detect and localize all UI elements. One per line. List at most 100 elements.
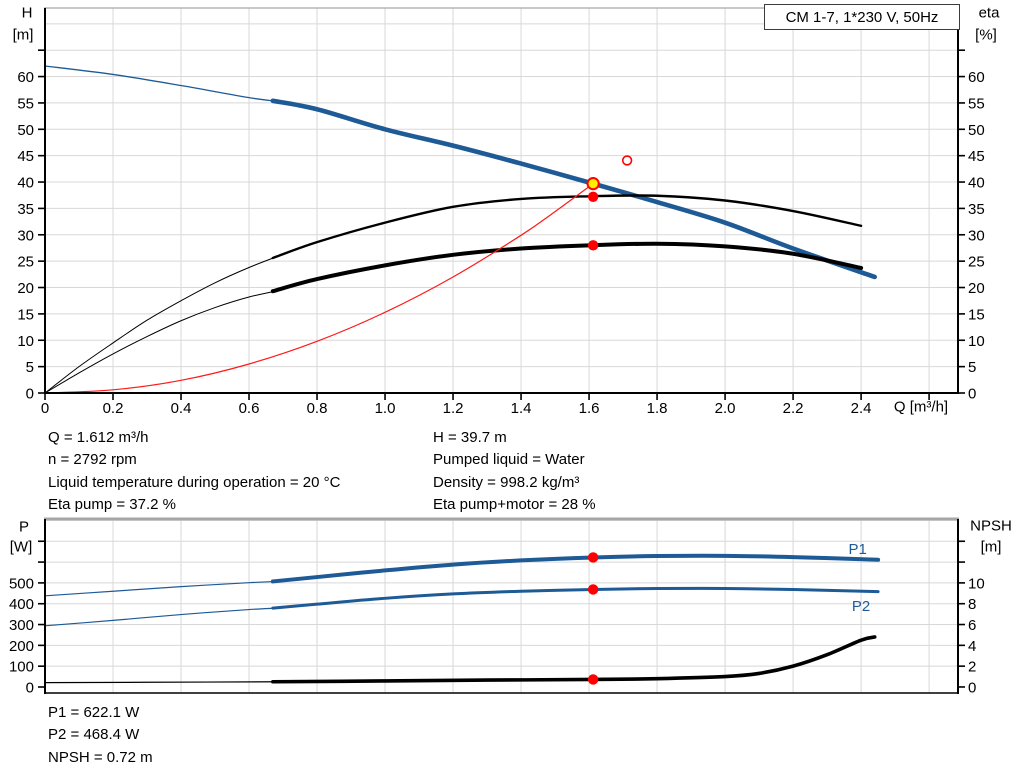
tick-label: 0 [968,679,976,696]
p2-curve [271,586,880,610]
tick-label: 4 [968,638,976,655]
eta-pump-point [587,191,599,203]
p2-curve-label: P2 [852,598,870,615]
pump-curve-thin [44,65,284,103]
eta-axis-label: eta [978,4,1000,22]
annotation-npsh: NPSH = 0.72 m [48,748,153,766]
tick-label: 5 [26,359,34,376]
tick-label: 10 [968,575,985,592]
tick-label: 1.0 [375,400,396,417]
pump-curve [270,98,877,280]
eta-axis-unit: [%] [975,26,997,44]
p1-curve-label: P1 [849,541,867,558]
npsh-axis-unit: [m] [980,538,1002,556]
p1-curve [270,553,881,584]
tick-label: 60 [17,69,34,86]
tick-label: 25 [17,254,34,271]
tick-label: 30 [968,227,985,244]
tick-label: 300 [9,617,34,634]
power-annotations: P1 = 622.1 W P2 = 468.4 W NPSH = 0.72 m [48,702,153,769]
tick-label: 30 [17,227,34,244]
eta-pump-thin [44,253,284,394]
tick-label: 0 [968,386,976,403]
annotation-h: H = 39.7 m [433,429,507,446]
tick-label: 400 [9,596,34,613]
annotation-temp: Liquid temperature during operation = 20… [48,473,341,491]
q-axis-label: Q [m³/h] [893,398,949,416]
npsh-curve-thin [44,681,284,684]
tick-label: 0.6 [239,400,260,417]
duty-annotations-left: Q = 1.612 m³/h n = 2792 rpm Liquid tempe… [48,427,340,516]
eta-pump [271,194,863,260]
tick-label: 100 [9,659,34,676]
tick-label: 40 [17,175,34,192]
tick-label: 6 [968,617,976,634]
p1-curve-thin [44,580,284,597]
p-axis-unit: [W] [9,538,33,556]
tick-label: 0.2 [103,400,124,417]
p2-point [587,584,599,595]
tick-label: 2.0 [715,400,736,417]
tick-label: 2.2 [783,400,804,417]
tick-label: 35 [17,201,34,218]
annotation-p2: P2 = 468.4 W [48,726,140,744]
requested-duty-point [621,155,633,166]
system-curve [44,183,594,394]
tick-label: 10 [17,333,34,350]
annotation-p1: P1 = 622.1 W [48,704,140,721]
p-axis-label: P [18,518,30,536]
tick-label: 200 [9,638,34,655]
tick-label: 0.8 [307,400,328,417]
npsh-curve [271,635,877,684]
h-axis-unit: [m] [12,26,34,44]
npsh-axis-label: NPSH [970,517,1012,535]
tick-label: 500 [9,575,34,592]
tick-label: 15 [17,306,34,323]
tick-label: 55 [17,95,34,112]
eta-pump-motor [270,241,864,294]
tick-label: 25 [968,254,985,271]
tick-label: 45 [17,148,34,165]
tick-label: 15 [968,306,985,323]
tick-label: 45 [968,148,985,165]
tick-label: 50 [968,122,985,139]
tick-label: 10 [968,333,985,350]
tick-label: 0 [41,400,49,417]
tick-label: 1.2 [443,400,464,417]
annotation-liquid: Pumped liquid = Water [433,451,585,469]
p2-curve-thin [44,607,284,627]
tick-label: 8 [968,596,976,613]
tick-label: 1.4 [511,400,532,417]
eta-pump-motor-thin [44,289,284,394]
tick-label: 5 [968,359,976,376]
pump-designation-box: CM 1-7, 1*230 V, 50Hz [764,4,960,30]
tick-label: 0 [26,386,34,403]
annotation-eta-total: Eta pump+motor = 28 % [433,495,596,513]
tick-label: 1.8 [647,400,668,417]
annotation-density: Density = 998.2 kg/m³ [433,473,580,491]
pump-designation: CM 1-7, 1*230 V, 50Hz [785,8,939,26]
tick-label: 0.4 [171,400,192,417]
tick-label: 55 [968,95,985,112]
tick-label: 1.6 [579,400,600,417]
tick-label: 20 [17,280,34,297]
tick-label: 35 [968,201,985,218]
tick-label: 2 [968,659,976,676]
tick-label: 60 [968,69,985,86]
eta-pump-motor-point [587,240,599,251]
duty-point [586,177,600,191]
duty-annotations-right: H = 39.7 m Pumped liquid = Water Density… [433,427,596,516]
npsh-point [587,674,599,685]
annotation-eta-pump: Eta pump = 37.2 % [48,495,176,513]
tick-label: 2.4 [851,400,872,417]
p1-point [587,552,599,563]
h-axis-label: H [21,4,33,22]
annotation-n: n = 2792 rpm [48,451,137,469]
annotation-q: Q = 1.612 m³/h [48,429,149,446]
tick-label: 40 [968,175,985,192]
tick-label: 20 [968,280,985,297]
tick-label: 0 [26,680,34,697]
tick-label: 50 [17,122,34,139]
